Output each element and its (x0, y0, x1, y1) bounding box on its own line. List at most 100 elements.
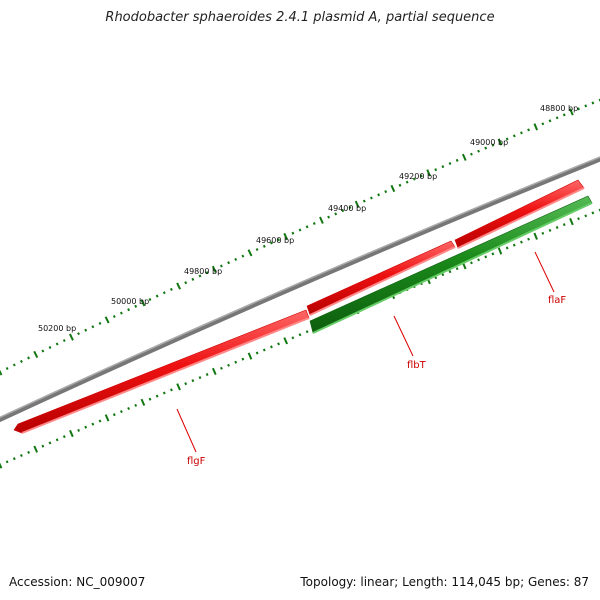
inner-scale-tick (562, 223, 566, 227)
inner-scale-tick (548, 228, 552, 232)
inner-scale-tick (84, 425, 88, 429)
outer-scale (0, 98, 600, 376)
gene-flbT[interactable] (309, 195, 593, 334)
outer-scale-tick (470, 152, 473, 156)
outer-scale-tick (291, 231, 295, 235)
outer-scale-tick (134, 304, 138, 308)
sequence-backbone (0, 156, 600, 423)
outer-scale-tick (0, 369, 3, 376)
gene-flaF[interactable] (454, 179, 585, 249)
inner-scale-tick (19, 453, 23, 458)
scale-label-49800: 49800 bp (184, 267, 222, 276)
outer-scale-tick (211, 265, 217, 273)
outer-scale-tick (527, 128, 530, 132)
outer-scale-tick (434, 168, 438, 172)
gene-flaF-segment-1[interactable] (306, 240, 456, 316)
inner-scale-tick (569, 218, 574, 226)
inner-scale-tick (148, 397, 152, 401)
inner-scale-tick (191, 379, 195, 383)
outer-scale-tick (241, 254, 245, 258)
outer-scale-tick (155, 294, 159, 298)
outer-scale-tick (283, 232, 289, 241)
outer-scale-tick (455, 158, 459, 162)
scale-label-50000: 50000 bp (111, 297, 149, 306)
inner-scale-tick (170, 388, 173, 392)
inner-scale-tick (584, 214, 588, 218)
gene-flgF[interactable] (13, 309, 310, 434)
outer-scale-tick (562, 113, 566, 117)
outer-scale-tick (191, 277, 195, 281)
inner-scale (0, 208, 600, 469)
page-title: Rhodobacter sphaeroides 2.4.1 plasmid A,… (105, 10, 495, 25)
outer-scale-tick (184, 281, 188, 285)
scale-label-49200: 49200 bp (399, 172, 437, 181)
outer-scale-tick (555, 116, 559, 120)
inner-scale-tick (0, 462, 3, 469)
inner-scale-tick (527, 237, 530, 241)
gene-label-flgF: flgF (187, 456, 206, 467)
outer-scale-tick (119, 311, 123, 315)
outer-scale-tick (533, 123, 539, 131)
outer-scale-tick (62, 339, 66, 343)
inner-scale-tick (12, 457, 16, 461)
outer-scale-tick (69, 333, 74, 341)
outer-scale-tick (369, 196, 373, 200)
inner-scale-tick (491, 252, 495, 256)
outer-scale-tick (591, 101, 595, 105)
outer-scale-tick (448, 161, 452, 166)
outer-scale-tick (162, 291, 166, 295)
outer-scale-tick (84, 328, 88, 332)
gene-label-flbT: flbT (407, 360, 427, 371)
outer-scale-tick (461, 153, 467, 161)
outer-scale-tick (269, 241, 273, 245)
outer-scale-tick (334, 212, 338, 216)
inner-scale-tick (247, 352, 253, 360)
inner-scale-tick (127, 406, 131, 411)
inner-scale-tick (55, 438, 59, 442)
scale-label-50200: 50200 bp (38, 324, 76, 333)
outer-scale-tick (48, 345, 52, 350)
outer-scale-tick (398, 183, 402, 187)
outer-scale-tick (512, 134, 516, 138)
outer-scale-tick (319, 216, 324, 224)
outer-scale-tick (584, 104, 588, 108)
inner-scale-tick (134, 403, 138, 407)
inner-scale-tick (455, 267, 459, 271)
outer-scale-tick (205, 271, 209, 275)
backbone-highlight (0, 156, 600, 419)
inner-scale-tick (555, 226, 559, 229)
inner-scale-tick (520, 240, 523, 244)
outer-scale-tick (227, 261, 231, 265)
outer-scale-tick (219, 264, 223, 268)
outer-scale-tick (390, 184, 396, 193)
inner-scale-tick (162, 391, 166, 395)
outer-scale-tick (247, 249, 253, 257)
outer-scale-tick (569, 108, 574, 116)
outer-scale-tick (33, 350, 39, 359)
outer-scale-tick (405, 180, 409, 184)
inner-scale-tick (211, 367, 217, 376)
inner-scale-tick (41, 444, 45, 448)
inner-scale-tick (262, 348, 266, 352)
outer-scale-tick (520, 131, 523, 135)
flbT-leader-line (393, 315, 414, 357)
outer-scale-tick (327, 215, 331, 219)
outer-scale-tick (348, 205, 352, 210)
outer-scale-tick (441, 165, 445, 169)
inner-scale-tick (119, 410, 123, 414)
topology-summary: Topology: linear; Length: 114,045 bp; Ge… (300, 575, 589, 589)
inner-scale-tick (512, 243, 516, 247)
outer-scale-tick (362, 199, 366, 203)
inner-scale-tick (298, 333, 302, 337)
outer-scale-tick (491, 143, 495, 147)
accession-text: Accession: NC_009007 (9, 575, 146, 589)
inner-scale-tick (27, 450, 31, 454)
inner-scale-tick (48, 441, 52, 445)
inner-scale-tick (470, 261, 473, 265)
inner-scale-tick (505, 246, 509, 250)
inner-scale-tick (291, 336, 295, 340)
outer-scale-tick (384, 190, 388, 194)
inner-scale-tick (227, 363, 230, 367)
